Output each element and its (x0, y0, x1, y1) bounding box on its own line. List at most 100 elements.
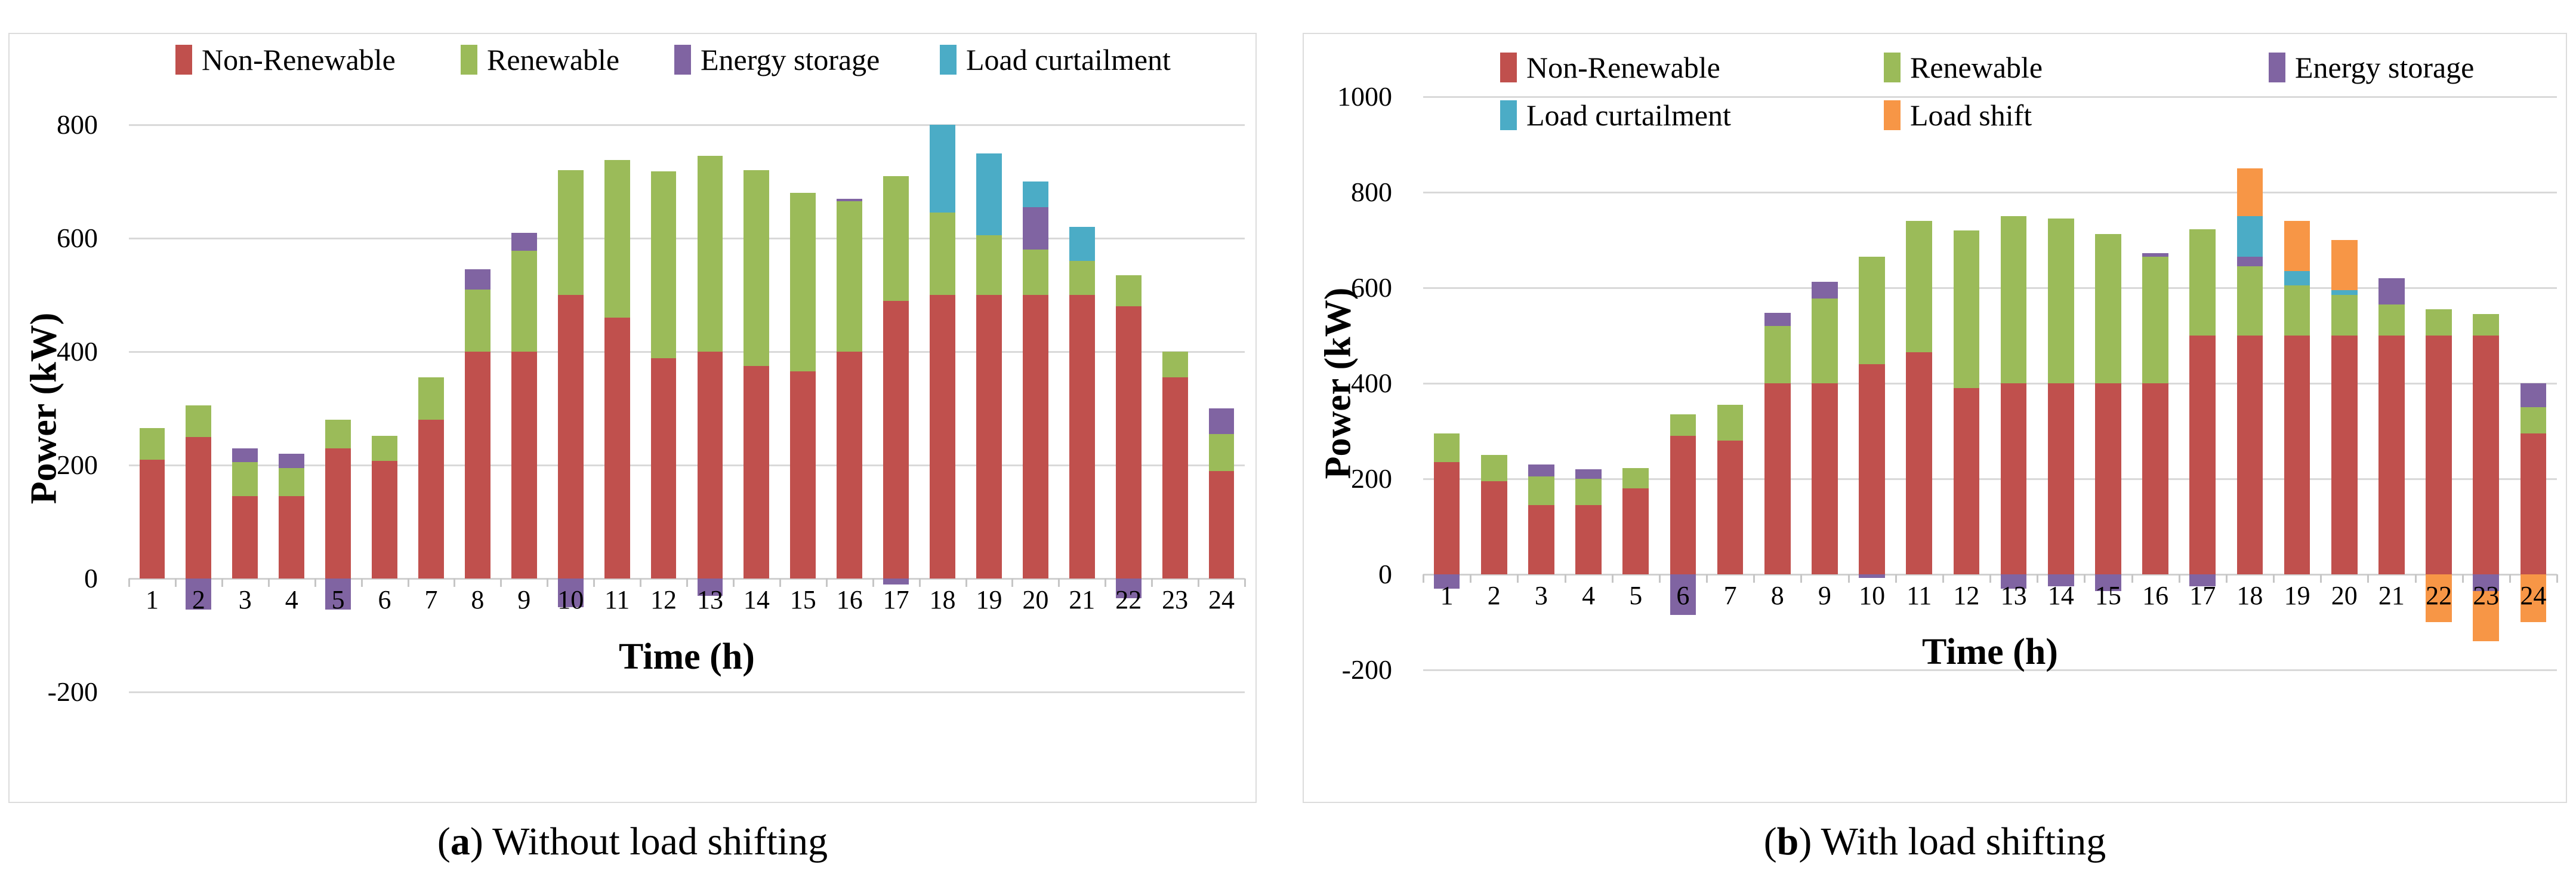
bar-hour13-renewable (2000, 216, 2027, 383)
legend-item-non-renewable: Non-Renewable (175, 43, 396, 76)
y-tick-label--200: -200 (47, 676, 98, 707)
bar-hour3-energy-storage (232, 448, 258, 463)
bar-hour14-energy-storage (2047, 574, 2074, 586)
caption-text: ( (1763, 820, 1777, 863)
bar-hour4-energy-storage (279, 454, 305, 468)
x-tick-label-23: 23 (2473, 581, 2500, 610)
bar-hour12-non-renewable (650, 358, 677, 579)
bar-hour16-non-renewable (837, 352, 863, 579)
renewable-swatch-icon (1884, 53, 1901, 82)
bar-hour11-renewable (1906, 221, 1932, 352)
bar-hour17-renewable (883, 176, 909, 301)
gridline-600 (129, 238, 1245, 239)
bar-hour6-renewable (372, 435, 397, 462)
x-tick-label-9: 9 (517, 585, 531, 614)
axis-tick (1517, 574, 1519, 583)
bar-hour15-non-renewable (790, 371, 816, 579)
bar-hour22-renewable (1115, 275, 1142, 306)
x-tick-label-21: 21 (2378, 581, 2405, 610)
x-tick-label-10: 10 (557, 585, 584, 614)
legend-label: Renewable (1910, 51, 2043, 84)
y-tick-label-600: 600 (57, 223, 98, 253)
y-tick-label-600: 600 (1351, 272, 1392, 303)
axis-tick (1470, 574, 1472, 583)
bar-hour14-non-renewable (2047, 383, 2074, 574)
bar-hour17-non-renewable (883, 300, 909, 579)
bar-hour13-energy-storage (697, 579, 723, 596)
axis-tick (1847, 574, 1850, 583)
legend-label: Load shift (1910, 99, 2032, 132)
legend-item-non-renewable: Non-Renewable (1500, 51, 1720, 84)
bar-hour23-renewable (2473, 314, 2499, 336)
x-tick-label-6: 6 (1676, 581, 1690, 610)
bar-hour7-renewable (1717, 405, 1744, 441)
bar-hour6-non-renewable (1670, 436, 1696, 574)
axis-tick (1706, 574, 1708, 583)
bar-hour24-renewable (1208, 433, 1235, 471)
bar-hour18-load-curtailment (2236, 216, 2263, 257)
axis-tick (1989, 574, 1991, 583)
legend-item-load-curtailment: Load curtailment (940, 43, 1171, 76)
x-tick-label-20: 20 (2331, 581, 2358, 610)
x-tick-label-7: 7 (424, 585, 438, 614)
bar-hour22-load-shift (2426, 574, 2452, 622)
axis-tick (1564, 574, 1566, 583)
bar-hour7-non-renewable (1717, 441, 1744, 574)
bar-hour18-energy-storage (2236, 257, 2263, 266)
bar-hour9-renewable (511, 250, 537, 352)
bar-hour16-energy-storage (837, 198, 863, 202)
x-tick-label-11: 11 (604, 585, 630, 614)
axis-tick (1198, 579, 1200, 587)
x-tick-label-19: 19 (2284, 581, 2310, 610)
x-tick-label-4: 4 (1582, 581, 1596, 610)
bar-hour19-non-renewable (2284, 336, 2310, 574)
axis-tick (2084, 574, 2086, 583)
legend-label: Energy storage (2295, 51, 2475, 84)
bar-hour23-renewable (1162, 352, 1188, 377)
x-tick-label-17: 17 (883, 585, 909, 614)
axis-tick (128, 579, 130, 587)
y-axis-labels: 800 600 400 200 0 -200 (10, 111, 112, 706)
bar-hour11-non-renewable (604, 318, 630, 579)
axis-tick (221, 579, 223, 587)
bar-hour10-renewable (1859, 257, 1885, 364)
gridline-600 (1423, 287, 2557, 289)
gridline--200 (129, 691, 1245, 693)
bar-hour12-renewable (650, 171, 677, 359)
y-tick-label-1000: 1000 (1337, 81, 1392, 112)
x-tick-label-15: 15 (2094, 581, 2121, 610)
axis-tick (1942, 574, 1944, 583)
axis-tick (2320, 574, 2322, 583)
x-tick-label-24: 24 (2520, 581, 2547, 610)
axis-tick (2273, 574, 2275, 583)
bar-hour13-non-renewable (697, 352, 723, 579)
bar-hour23-non-renewable (2473, 336, 2499, 574)
plot-area-b: 1 2 3 4 5 6 7 8 9 10 11 12 13 14 15 16 17 18 19 20 21 22 23 24 (1423, 96, 2558, 671)
bar-hour22-non-renewable (1115, 306, 1142, 579)
legend-label: Load curtailment (966, 43, 1171, 76)
axis-tick (872, 579, 874, 587)
axis-tick (407, 579, 409, 587)
bar-hour23-load-shift (2473, 591, 2499, 641)
x-tick-label-3: 3 (1534, 581, 1548, 610)
bar-hour13-renewable (697, 156, 723, 352)
bar-hour15-renewable (2095, 233, 2121, 383)
bar-hour8-renewable (1764, 326, 1791, 383)
axis-tick (2367, 574, 2370, 583)
bar-hour7-renewable (418, 377, 444, 420)
bar-hour9-energy-storage (511, 232, 537, 251)
axis-tick (360, 579, 363, 587)
x-tick-label-12: 12 (650, 585, 677, 614)
x-tick-label-8: 8 (1770, 581, 1784, 610)
bar-hour3-non-renewable (1528, 505, 1554, 574)
bar-hour21-load-curtailment (1069, 227, 1095, 261)
x-tick-label-18: 18 (929, 585, 956, 614)
y-tick-label-200: 200 (57, 450, 98, 480)
plot-area-a: 1 2 3 4 5 6 7 8 9 10 11 12 13 14 15 16 17 18 19 20 21 22 23 24 (128, 124, 1246, 693)
bar-hour13-non-renewable (2000, 383, 2027, 574)
bar-hour3-non-renewable (232, 496, 258, 579)
bar-hour22-energy-storage (1115, 579, 1142, 599)
bar-hour24-load-shift (2520, 574, 2547, 622)
axis-tick (732, 579, 735, 587)
axis-tick (267, 579, 270, 587)
